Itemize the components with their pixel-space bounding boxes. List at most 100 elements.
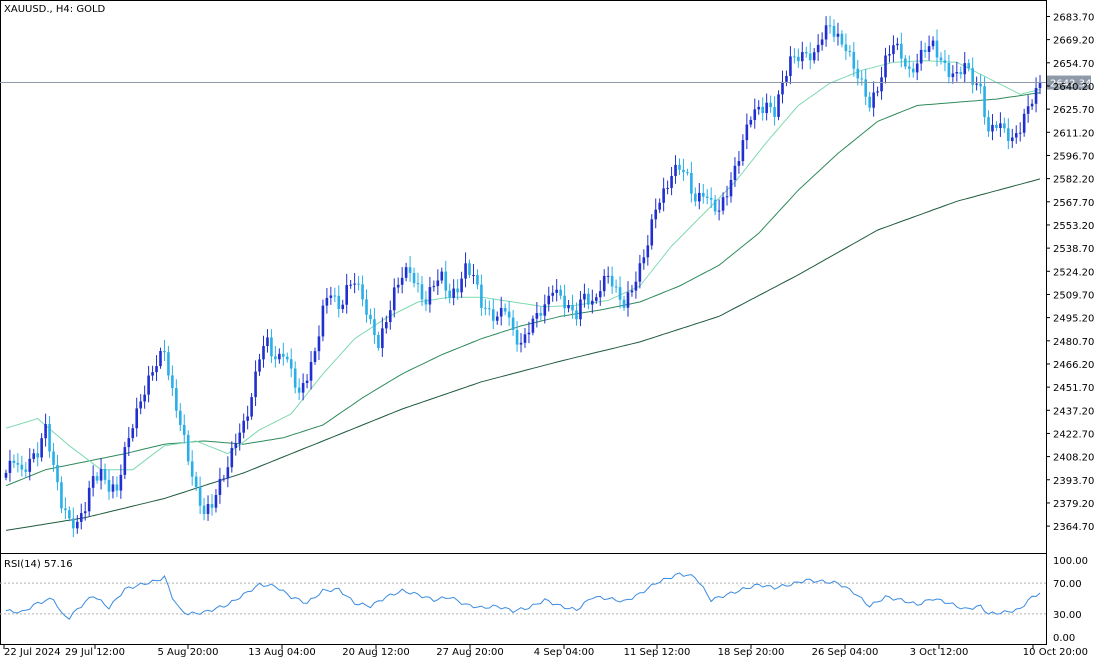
time-tick-label: 4 Sep 04:00 xyxy=(534,647,594,658)
candle-body xyxy=(571,305,574,311)
price-tick-label: 2466.20 xyxy=(1053,360,1094,371)
candle-body xyxy=(99,469,103,481)
candle-body xyxy=(923,49,927,52)
candle-body xyxy=(579,299,582,320)
price-tick-label: 2538.70 xyxy=(1053,244,1094,255)
candle-body xyxy=(452,288,455,298)
candle-body xyxy=(250,397,253,417)
candle-body xyxy=(210,504,214,508)
time-tick-label: 29 Jul 12:00 xyxy=(65,647,125,658)
candle-body xyxy=(539,313,543,316)
ma-slow-line xyxy=(5,178,1041,531)
candle-body xyxy=(939,57,943,61)
candle-body xyxy=(801,52,804,62)
time-tick-label: 26 Sep 04:00 xyxy=(812,647,879,658)
candle-body xyxy=(1034,88,1038,104)
candle-body xyxy=(353,283,356,285)
price-tick-label: 2611.20 xyxy=(1053,128,1094,139)
candle-body xyxy=(610,275,614,287)
candle-body xyxy=(48,424,51,452)
candle-body xyxy=(79,513,83,522)
candle-body xyxy=(563,295,566,309)
time-tick-label: 11 Sep 12:00 xyxy=(624,647,691,658)
price-tick-label: 2379.20 xyxy=(1053,499,1094,510)
candle-body xyxy=(491,309,495,321)
time-tick-label: 22 Jul 2024 xyxy=(4,647,61,658)
price-axis: 2683.70 2669.20 2654.70 2640.20 2625.70 2611.… xyxy=(1046,12,1094,533)
candle-body xyxy=(658,202,661,210)
candle-body xyxy=(484,307,487,309)
candle-body xyxy=(1026,106,1030,114)
candle-body xyxy=(289,359,293,369)
candle-body xyxy=(167,352,170,376)
candle-body xyxy=(761,106,764,114)
candle-body xyxy=(701,192,705,197)
candle-body xyxy=(186,434,190,462)
candle-body xyxy=(357,283,360,285)
time-tick-label: 5 Aug 20:00 xyxy=(157,647,218,658)
candle-body xyxy=(95,476,99,481)
price-tick-label: 2683.70 xyxy=(1053,12,1094,23)
candle-body xyxy=(836,33,840,37)
candle-body xyxy=(297,387,301,393)
candle-body xyxy=(531,318,535,333)
candle-body xyxy=(868,96,871,108)
rsi-tick-label: 100.00 xyxy=(1053,556,1088,567)
candle-body xyxy=(317,336,321,352)
candle-body xyxy=(686,172,689,174)
candle-body xyxy=(995,124,998,128)
candle-body xyxy=(638,263,642,282)
candle-body xyxy=(40,438,43,458)
candle-body xyxy=(515,329,519,345)
candle-body xyxy=(115,484,119,491)
price-tick-label: 2654.70 xyxy=(1053,59,1094,70)
candle-body xyxy=(293,368,297,388)
candle-body xyxy=(28,458,32,472)
price-tick-label: 2509.70 xyxy=(1053,290,1094,301)
candle-body xyxy=(559,289,562,296)
candle-body xyxy=(456,288,459,293)
candle-body xyxy=(131,428,135,439)
candle-body xyxy=(555,289,558,293)
price-tick-label: 2408.20 xyxy=(1053,453,1094,464)
candle-body xyxy=(44,424,47,439)
candle-body xyxy=(654,209,658,220)
candle-body xyxy=(947,62,951,78)
candle-body xyxy=(60,482,63,509)
candle-body xyxy=(587,293,590,305)
current-price-marker: 2642.34 xyxy=(0,75,1091,90)
candle-body xyxy=(852,51,856,69)
candle-body xyxy=(476,275,479,285)
candle-body xyxy=(816,44,820,53)
candle-body xyxy=(270,337,273,357)
candle-body xyxy=(24,469,28,472)
candle-body xyxy=(246,416,249,421)
rsi-tick-label: 70.00 xyxy=(1053,579,1082,590)
candle-body xyxy=(226,467,230,479)
candle-body xyxy=(72,518,75,529)
candle-body xyxy=(218,478,222,495)
candle-body xyxy=(488,308,491,310)
candle-body xyxy=(919,49,923,64)
candle-body xyxy=(666,187,669,189)
candle-body xyxy=(179,410,182,425)
candle-body xyxy=(709,198,713,200)
candle-body xyxy=(56,464,59,483)
candle-body xyxy=(64,508,67,511)
candle-body xyxy=(733,165,737,180)
candle-body xyxy=(369,314,372,320)
candle-body xyxy=(765,102,768,114)
candle-body xyxy=(12,460,16,464)
candle-body xyxy=(892,45,895,55)
candle-body xyxy=(547,295,551,305)
candle-body xyxy=(123,447,127,475)
candle-body xyxy=(428,287,432,305)
candle-body xyxy=(634,281,638,291)
rsi-tick-label: 0.00 xyxy=(1053,633,1075,644)
candle-body xyxy=(745,124,749,141)
current-price-tag xyxy=(1047,75,1091,90)
candle-body xyxy=(91,476,95,488)
candle-body xyxy=(214,494,218,508)
